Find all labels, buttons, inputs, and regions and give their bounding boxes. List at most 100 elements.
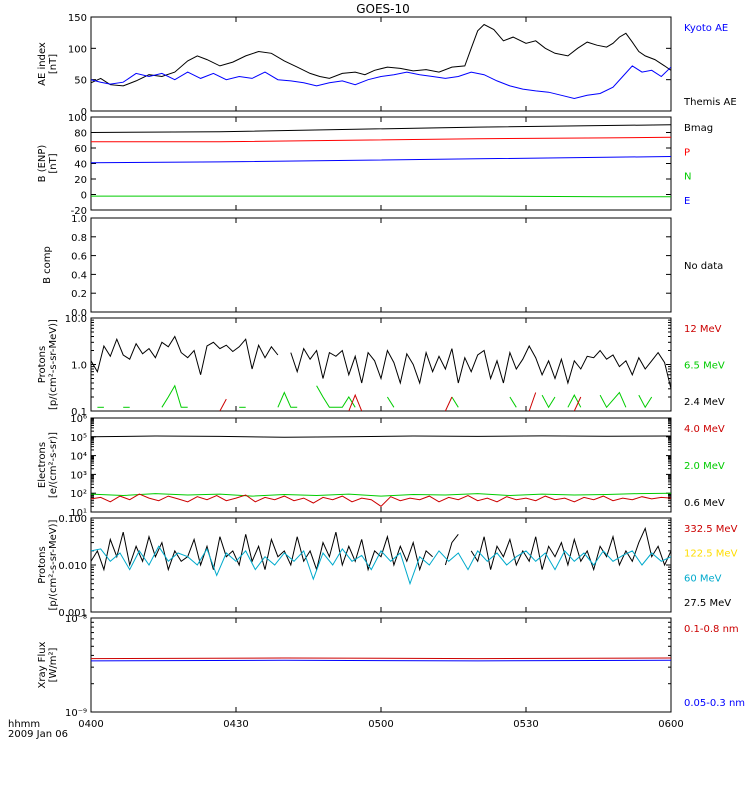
y-tick-label: 0.4 (71, 270, 87, 281)
panel-frame (90, 217, 672, 313)
y-axis-label: [nT] (48, 54, 59, 74)
y-tick-label: 0.2 (71, 289, 87, 300)
panel-frame (90, 16, 672, 112)
series-line (509, 396, 517, 408)
y-tick-label: -20 (71, 206, 87, 217)
panel-xray: 10⁻⁹ 10⁻⁸ Xray Flux [W/m²] 0.1-0.8 nm 0.05-0.… (37, 614, 745, 719)
legend-entry: Kyoto AE (684, 23, 728, 34)
y-tick-label: 10³ (70, 470, 87, 481)
series-line (444, 396, 453, 411)
series-line (91, 23, 671, 87)
panel-electrons: 10¹ 10² 10³ 10⁴ 10⁵ 10⁶ Electrons [e/(cm²-s-sr)… (37, 414, 725, 519)
y-tick-label: 10⁴ (70, 452, 87, 463)
y-tick-label: 10² (70, 489, 87, 500)
legend-entry: 0.1-0.8 nm (684, 624, 739, 635)
x-tick-label: 0600 (658, 719, 683, 730)
y-tick-label: 0 (81, 107, 87, 118)
series-line (91, 156, 671, 164)
legend-entry: 6.5 MeV (684, 361, 725, 372)
legend-entry: N (684, 172, 691, 183)
series-line (91, 657, 671, 660)
y-tick-label: 50 (74, 76, 87, 87)
y-tick-label: 0.0 (71, 308, 87, 319)
panel-protons_high: 0.001 0.010 0.100 Protons [p/(cm²-s-sr-MeV)]… (37, 514, 738, 619)
legend-entry: 2.0 MeV (684, 461, 725, 472)
panel-protons_low: 0.1 1.0 10.0 Protons [p/(cm²-s-sr-MeV)] 12 Me… (37, 314, 725, 418)
legend-entry: 2.4 MeV (684, 397, 725, 408)
legend-entry: 12 MeV (684, 324, 722, 335)
y-tick-label: 10⁻⁸ (65, 614, 87, 625)
y-tick-label: 0.001 (58, 608, 87, 619)
series-line (91, 435, 671, 438)
y-tick-label: 10¹ (70, 508, 87, 519)
legend-entry: No data (684, 261, 723, 272)
y-tick-label: 0.1 (71, 407, 87, 418)
x-tick-label: 0430 (223, 719, 248, 730)
series-line (541, 394, 556, 409)
y-axis-label: [nT] (48, 153, 59, 173)
y-axis-label: [W/m²] (48, 647, 59, 682)
series-line (290, 344, 671, 389)
legend-entry: 332.5 MeV (684, 524, 738, 535)
y-tick-label: 150 (68, 13, 87, 24)
y-axis-label: [e/(cm²-s-sr)] (48, 432, 59, 498)
y-tick-label: 10.0 (65, 314, 87, 325)
y-tick-label: 0 (81, 191, 87, 202)
legend-entry: Themis AE (683, 97, 737, 108)
time-label: hhmm (8, 719, 40, 730)
y-tick-label: 10⁵ (70, 433, 87, 444)
panel-b: -20 0 20 40 60 80 100 B (ENP) [nT] Bmag P N E (37, 113, 713, 217)
y-tick-label: 1.0 (71, 361, 87, 372)
series-line (91, 195, 671, 198)
panel-frame (90, 617, 672, 713)
series-line (219, 398, 227, 411)
x-tick-label: 0500 (368, 719, 393, 730)
chart-title: GOES-10 (356, 2, 410, 16)
x-tick-label: 0400 (78, 719, 103, 730)
y-tick-label: 0.6 (71, 252, 87, 263)
series-line (528, 392, 537, 411)
panel-ae: 0 50 100 150 AE index [nT] Kyoto AE Themis AE (37, 13, 737, 118)
y-tick-label: 0.010 (58, 561, 87, 572)
legend-entry: E (684, 196, 690, 207)
y-tick-label: 10⁶ (70, 414, 87, 425)
y-axis-label: Protons (37, 346, 48, 383)
y-tick-label: 0.100 (58, 514, 87, 525)
y-axis-label: B comp (42, 246, 53, 284)
y-axis-label: [p/(cm²-s-sr-MeV)] (48, 519, 59, 610)
series-line (348, 393, 363, 411)
series-line (161, 384, 188, 408)
series-line (91, 124, 671, 133)
legend-entry: 0.05-0.3 nm (684, 698, 745, 709)
series-line (91, 659, 671, 662)
date-label: 2009 Jan 06 (8, 729, 68, 740)
legend-entry: 4.0 MeV (684, 424, 725, 435)
series-line (599, 391, 627, 409)
series-line (451, 396, 459, 408)
series-line (91, 492, 671, 497)
y-tick-label: 10⁻⁹ (65, 708, 87, 719)
legend-entry: 122.5 MeV (684, 549, 738, 560)
y-axis-label: AE index (37, 42, 48, 86)
series-line (444, 533, 459, 566)
panel-frame (90, 517, 672, 613)
y-tick-label: 1.0 (71, 214, 87, 225)
y-tick-label: 0.8 (71, 233, 87, 244)
legend-entry: 60 MeV (684, 573, 722, 584)
legend-entry: 27.5 MeV (684, 598, 731, 609)
legend-entry: 0.6 MeV (684, 498, 725, 509)
y-tick-label: 100 (68, 113, 87, 124)
series-line (316, 385, 356, 408)
y-axis-label: [p/(cm²-s-sr-MeV)] (48, 319, 59, 410)
series-line (470, 526, 671, 572)
series-line (567, 394, 582, 408)
series-line (91, 545, 671, 586)
series-line (386, 396, 395, 408)
series-line (277, 391, 298, 408)
series-line (91, 65, 671, 100)
y-axis-label: Electrons (37, 442, 48, 488)
y-axis-label: B (ENP) (37, 145, 48, 183)
series-line (638, 394, 653, 409)
y-tick-label: 40 (74, 160, 87, 171)
